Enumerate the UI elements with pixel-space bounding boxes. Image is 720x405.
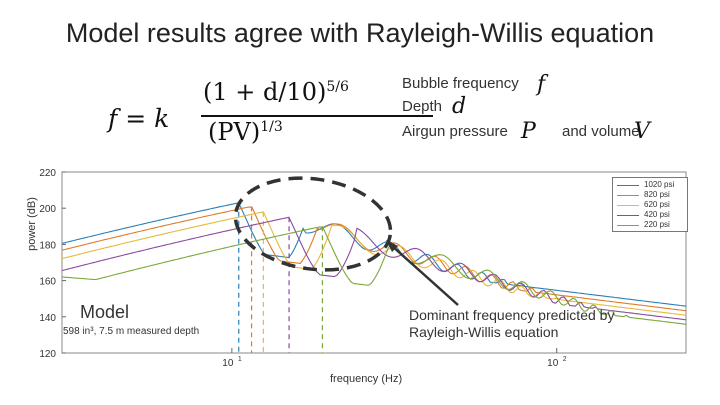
bubble-frequency-label: Bubble frequency [402, 75, 519, 92]
spectrum-line [61, 226, 687, 325]
legend-label: 820 psi [644, 190, 670, 199]
y-tick-label: 200 [39, 204, 56, 215]
spectrum-line [61, 206, 687, 312]
legend-entry: 1020 psi [617, 180, 685, 190]
airgun-pressure-label: Airgun pressure [402, 123, 508, 140]
legend-swatch [617, 225, 639, 226]
model-label: Model [80, 302, 130, 322]
x-tick-label: 10 [547, 358, 559, 369]
y-tick-label: 120 [39, 349, 56, 360]
volume-symbol: V [634, 119, 650, 144]
legend-entry: 420 psi [617, 210, 685, 220]
legend-label: 420 psi [644, 210, 670, 219]
x-axis-label: frequency (Hz) [330, 373, 403, 385]
y-tick-label: 180 [39, 240, 56, 251]
formula-numerator-base: (1 + d/10) [203, 78, 327, 106]
x-tick-exponent: 2 [563, 356, 567, 363]
slide-title: Model results agree with Rayleigh-Willis… [65, 18, 655, 48]
y-axis-label: power (dB) [26, 197, 38, 251]
highlight-ellipse [233, 176, 393, 272]
y-tick-label: 140 [39, 313, 56, 324]
x-tick-label: 10 [222, 358, 234, 369]
y-tick-label: 220 [39, 168, 56, 179]
formula-lhs: f = k [108, 104, 170, 133]
formula-denominator-exp: 1/3 [260, 119, 283, 135]
legend-label: 220 psi [644, 220, 670, 229]
spectrum-line [61, 202, 687, 307]
formula-denominator: (PV)1/3 [208, 118, 283, 146]
formula-numerator: (1 + d/10)5/6 [203, 78, 349, 106]
model-subtitle: 598 in³, 7.5 m measured depth [63, 326, 200, 337]
depth-symbol: d [452, 94, 467, 119]
pressure-symbol: P [521, 119, 536, 144]
bubble-frequency-symbol: f [537, 72, 546, 97]
formula-fraction-bar [201, 115, 433, 117]
annotation-arrowhead [386, 240, 398, 252]
chart-legend: 1020 psi 820 psi 620 psi 420 psi 220 psi [612, 177, 688, 232]
legend-swatch [617, 215, 639, 216]
legend-swatch [617, 205, 639, 206]
spectrum-line [61, 216, 687, 321]
legend-entry: 820 psi [617, 190, 685, 200]
legend-entry: 220 psi [617, 220, 685, 230]
legend-label: 620 psi [644, 200, 670, 209]
annotation-arrow [390, 244, 459, 306]
legend-swatch [617, 195, 639, 196]
spectrum-line [61, 211, 687, 316]
legend-swatch [617, 185, 639, 186]
volume-label: and volume [562, 123, 640, 140]
legend-entry: 620 psi [617, 200, 685, 210]
x-tick-exponent: 1 [238, 356, 242, 363]
legend-label: 1020 psi [644, 180, 675, 189]
formula-denominator-base: (PV) [208, 118, 261, 146]
y-tick-label: 160 [39, 277, 56, 288]
formula-numerator-exp: 5/6 [326, 79, 349, 95]
depth-label: Depth [402, 98, 443, 115]
dominant-frequency-annotation: Dominant frequency predicted by Rayleigh… [409, 307, 615, 340]
